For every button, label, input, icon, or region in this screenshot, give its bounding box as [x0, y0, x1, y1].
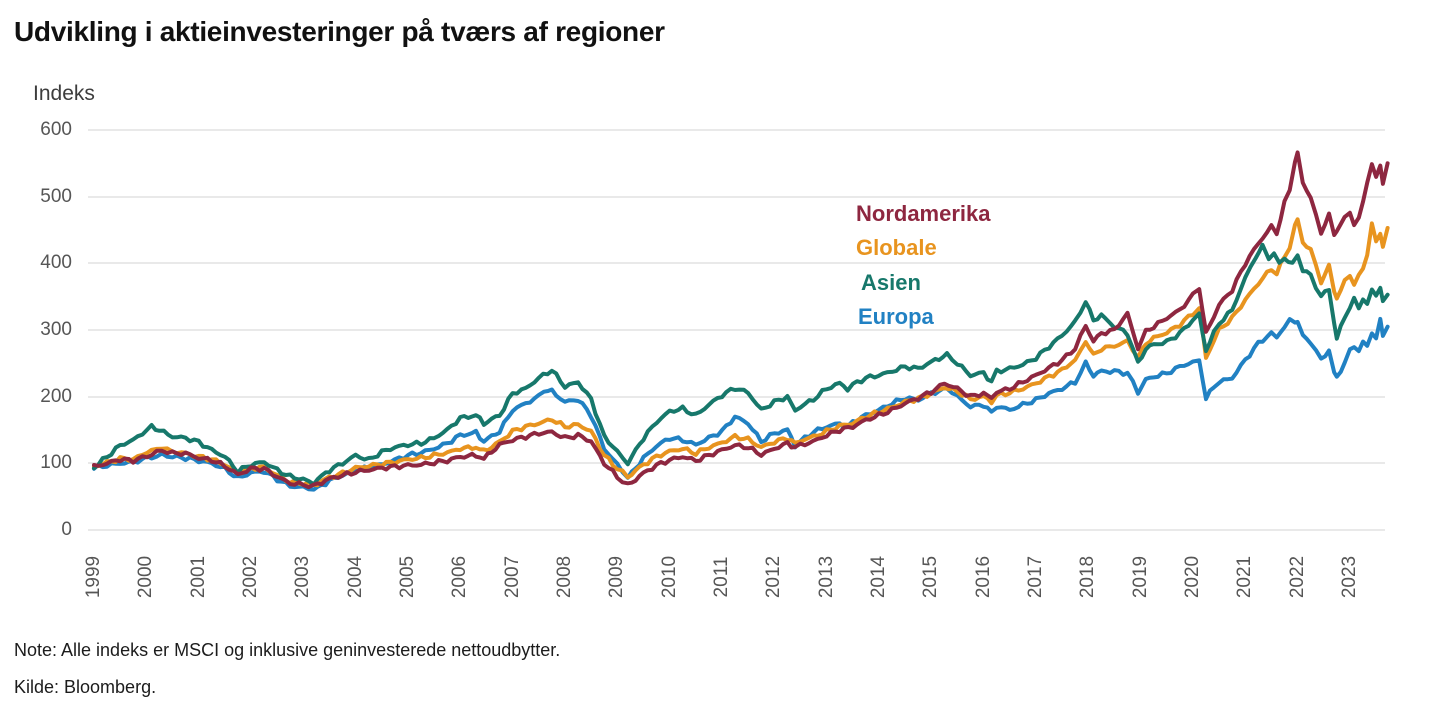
x-tick-2007: 2007 — [501, 555, 523, 599]
x-tick-2019: 2019 — [1129, 555, 1151, 599]
chart-note: Note: Alle indeks er MSCI og inklusive g… — [14, 640, 561, 660]
y-tick-300: 300 — [40, 319, 72, 340]
x-tick-2001: 2001 — [187, 555, 209, 599]
x-tick-2008: 2008 — [553, 555, 575, 599]
legend-item-globale: Globale — [856, 235, 937, 260]
x-tick-2009: 2009 — [606, 555, 628, 599]
series-line-globale — [92, 217, 1390, 488]
gridline-300 — [88, 329, 1385, 331]
y-tick-200: 200 — [40, 385, 72, 407]
x-tick-2002: 2002 — [239, 555, 261, 599]
y-tick-100: 100 — [40, 452, 72, 474]
x-tick-2018: 2018 — [1077, 555, 1099, 599]
gridline-0 — [88, 529, 1385, 531]
gridline-600 — [88, 129, 1385, 131]
series-line-nordamerika — [92, 150, 1390, 490]
x-tick-2021: 2021 — [1234, 555, 1256, 599]
legend-item-asien: Asien — [861, 270, 921, 295]
y-tick-0: 0 — [61, 519, 72, 540]
x-tick-2006: 2006 — [449, 555, 471, 599]
x-tick-2003: 2003 — [292, 555, 314, 599]
x-tick-2012: 2012 — [763, 555, 785, 599]
x-tick-2016: 2016 — [972, 555, 994, 599]
x-tick-2000: 2000 — [135, 555, 157, 599]
legend-item-nordamerika: Nordamerika — [856, 201, 991, 226]
x-tick-2013: 2013 — [815, 555, 837, 599]
x-tick-2015: 2015 — [920, 555, 942, 599]
x-tick-2017: 2017 — [1024, 555, 1046, 599]
gridline-500 — [88, 195, 1385, 198]
x-tick-1999: 1999 — [83, 555, 104, 599]
gridline-100 — [88, 462, 1385, 465]
gridline-200 — [88, 395, 1385, 398]
x-tick-2020: 2020 — [1181, 555, 1203, 599]
x-tick-2005: 2005 — [396, 555, 418, 599]
x-tick-2014: 2014 — [867, 555, 889, 599]
series-line-asien — [92, 242, 1390, 487]
x-tick-2004: 2004 — [344, 555, 366, 599]
chart-title: Udvikling i aktieinvesteringer på tværs … — [14, 16, 665, 47]
x-tick-2023: 2023 — [1338, 555, 1360, 599]
legend-item-europa: Europa — [858, 304, 934, 329]
x-tick-2022: 2022 — [1286, 555, 1308, 599]
y-tick-400: 400 — [40, 252, 72, 274]
chart-source: Kilde: Bloomberg. — [14, 677, 157, 697]
x-tick-2010: 2010 — [658, 555, 680, 599]
y-tick-600: 600 — [40, 119, 72, 140]
y-axis-title: Indeks — [33, 82, 95, 105]
y-tick-500: 500 — [40, 185, 72, 207]
gridline-400 — [88, 262, 1385, 265]
x-tick-2011: 2011 — [710, 556, 732, 598]
